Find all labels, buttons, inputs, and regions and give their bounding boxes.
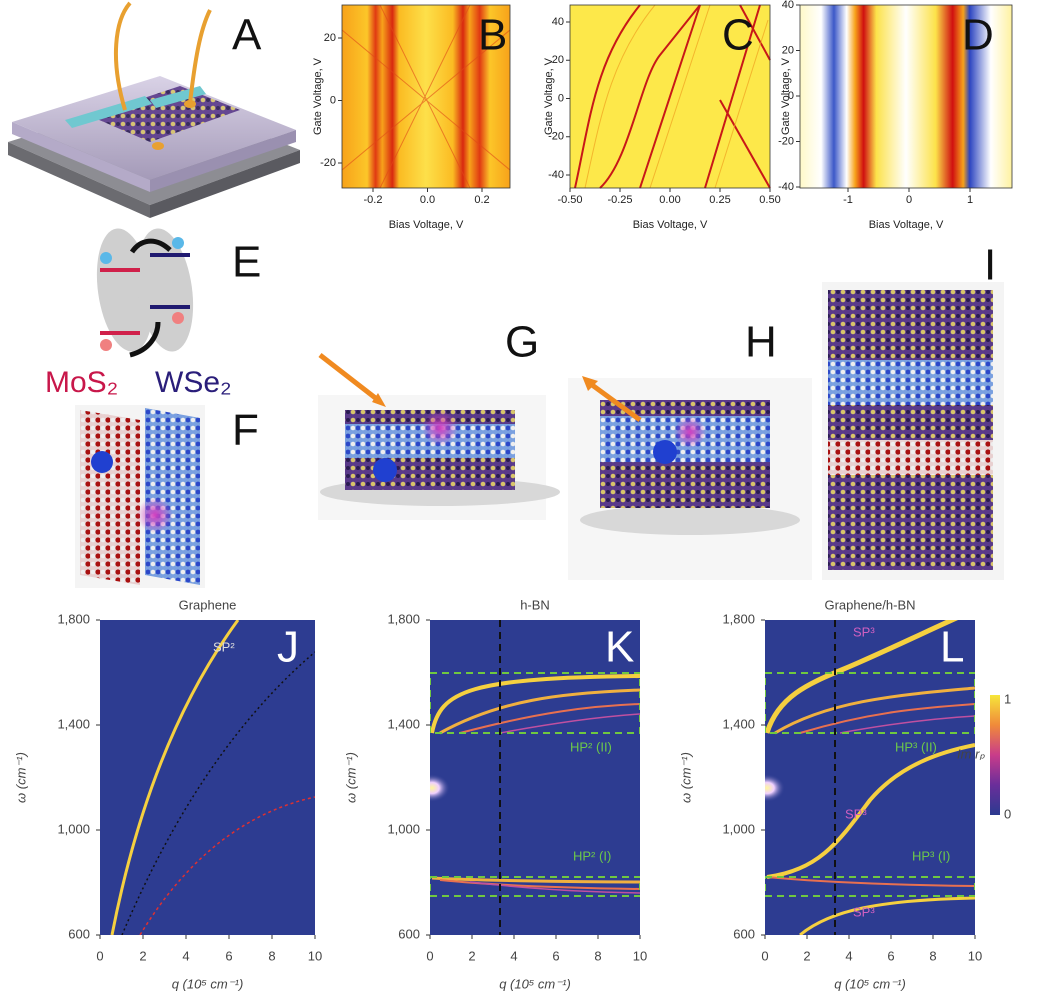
x-tick-label: 4 [510,948,517,963]
x-tick-label: -0.50 [557,194,582,206]
y-tick-label: 600 [398,926,420,941]
layer-stack-illustration [318,355,560,520]
figure: A E MoS₂ WSe₂ F [0,0,1047,1000]
annotation: HP³ (I) [912,848,950,863]
y-tick-label: 1,000 [57,821,90,836]
panel-label: D [962,11,994,60]
y-tick-label: -40 [778,181,794,193]
colorbar-tick: 1 [1004,691,1011,706]
annotation: HP³ (II) [895,739,937,754]
y-tick-label: 40 [782,0,794,11]
x-tick-label: 6 [225,948,232,963]
y-tick-label: 20 [324,32,336,44]
x-tick-label: 6 [887,948,894,963]
x-tick-label: -0.2 [364,194,383,206]
y-axis-label: Gate Voltage, V [780,57,792,135]
x-tick-label: 0 [906,194,912,206]
x-tick-label: 0 [761,948,768,963]
x-tick-label: 8 [929,948,936,963]
x-tick-label: 1 [967,194,973,206]
y-tick-label: -20 [320,157,336,169]
heterostructure-illustration [75,405,205,588]
annotation: HP² (II) [570,739,612,754]
x-tick-label: 10 [633,948,647,963]
x-tick-label: 8 [594,948,601,963]
y-tick-label: 20 [782,44,794,56]
y-tick-label: 1,400 [387,716,420,731]
panel-label: G [505,318,539,367]
panel-label: I [984,241,996,290]
plot-title: Graphene [179,597,237,612]
x-axis-label: q (10⁵ cm⁻¹) [834,976,906,991]
y-tick-label: 1,800 [57,611,90,626]
annotation: SP³ [853,624,875,639]
panel-label: E [232,238,261,287]
x-tick-label: -0.25 [607,194,632,206]
x-tick-label: 0.25 [709,194,730,206]
plot-title: Graphene/h-BN [824,597,915,612]
x-tick-label: 0 [96,948,103,963]
panel-label: C [722,11,754,60]
x-axis-label: q (10⁵ cm⁻¹) [499,976,571,991]
y-tick-label: 1,000 [387,821,420,836]
x-tick-label: 4 [182,948,189,963]
y-tick-label: 1,400 [722,716,755,731]
y-axis-label: ω (cm⁻¹) [678,752,693,803]
y-axis-label: Gate Voltage, V [543,57,555,135]
panel-label: K [605,623,634,672]
x-axis-label: Bias Voltage, V [869,219,944,231]
panel-label: A [232,11,262,60]
x-tick-label: 10 [968,948,982,963]
colorbar-tick: 0 [1004,806,1011,821]
annotation: SP³ [853,904,875,919]
y-tick-label: -40 [548,169,564,181]
x-axis-label: Bias Voltage, V [633,219,708,231]
x-tick-label: 4 [845,948,852,963]
plot-title: h-BN [520,597,550,612]
x-tick-label: 2 [468,948,475,963]
x-axis-label: Bias Voltage, V [389,219,464,231]
x-tick-label: 2 [139,948,146,963]
panel-label: L [940,623,964,672]
y-axis-label: ω (cm⁻¹) [13,752,28,803]
annotation: HP² (I) [573,848,611,863]
band-diagram [90,225,201,355]
y-tick-label: 40 [552,16,564,28]
y-tick-label: 600 [68,926,90,941]
y-tick-label: -20 [778,135,794,147]
x-tick-label: 6 [552,948,559,963]
y-tick-label: 600 [733,926,755,941]
x-tick-label: 0.00 [659,194,680,206]
panel-label: H [745,318,777,367]
x-tick-label: 2 [803,948,810,963]
x-tick-label: 8 [268,948,275,963]
x-tick-label: 0 [426,948,433,963]
material-label: MoS₂ [45,366,118,399]
y-tick-label: 1,800 [387,611,420,626]
colorbar-label: Im rₚ [957,746,985,761]
panel-label: B [478,11,507,60]
y-tick-label: 0 [558,92,564,104]
y-axis-label: Gate Voltage, V [312,57,324,135]
material-label: WSe₂ [155,366,232,399]
y-axis-label: ω (cm⁻¹) [343,752,358,803]
colorbar [990,695,1000,815]
y-tick-label: 1,400 [57,716,90,731]
x-tick-label: 0.2 [474,194,489,206]
y-tick-label: 1,000 [722,821,755,836]
layer-stack-illustration [568,376,812,580]
x-tick-label: -1 [843,194,853,206]
panel-label: J [277,623,299,672]
x-axis-label: q (10⁵ cm⁻¹) [172,976,244,991]
y-tick-label: 1,800 [722,611,755,626]
annotation: SP² [213,639,235,654]
y-tick-label: 0 [330,94,336,106]
x-tick-label: 10 [308,948,322,963]
layer-stack-illustration [822,282,1004,580]
x-tick-label: 0.0 [420,194,435,206]
x-tick-label: 0.50 [759,194,780,206]
panel-label: F [232,406,259,455]
annotation: SP³ [845,806,867,821]
